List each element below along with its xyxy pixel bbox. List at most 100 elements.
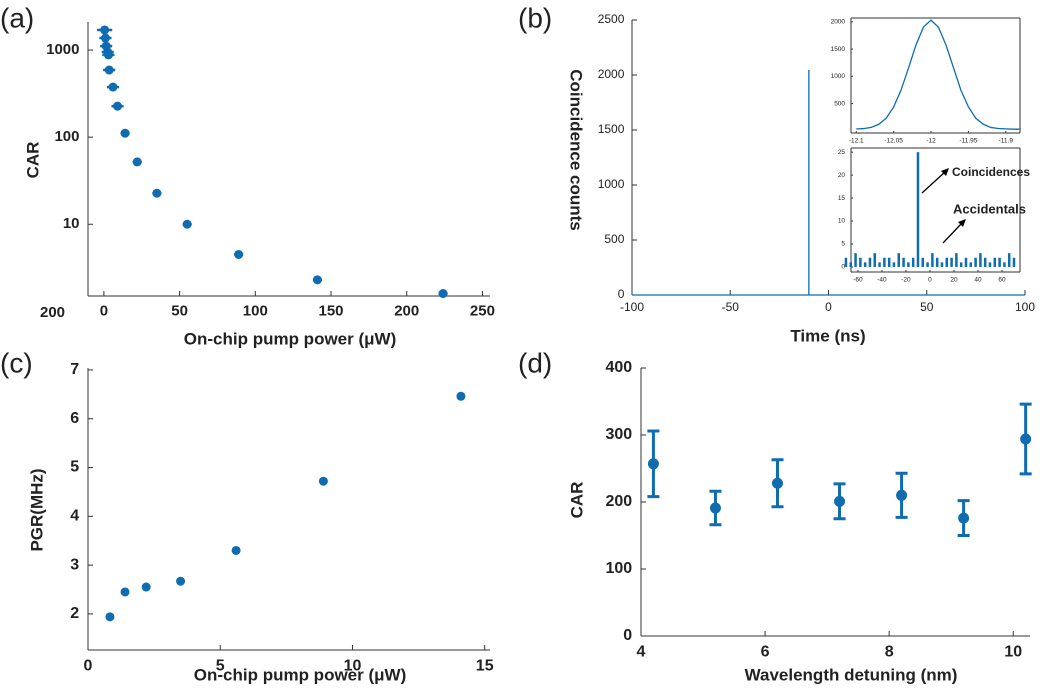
y-tick-label: 5 bbox=[841, 241, 845, 248]
x-tick-label: 6 bbox=[761, 644, 770, 661]
y-axis-label: PGR(MHz) bbox=[27, 468, 46, 551]
x-tick-label: 200 bbox=[394, 302, 419, 319]
x-tick-label: 10 bbox=[344, 658, 362, 675]
x-tick-label: 40 bbox=[974, 277, 982, 284]
y-tick-label: 25 bbox=[838, 149, 846, 156]
y-axis-label: CAR bbox=[567, 482, 586, 519]
point bbox=[100, 33, 110, 43]
point bbox=[709, 502, 721, 514]
point bbox=[120, 587, 130, 597]
x-tick-label: -12.1 bbox=[849, 138, 864, 145]
y-tick-label: 400 bbox=[605, 359, 632, 376]
x-tick-label: 20 bbox=[950, 277, 958, 284]
y-tick-label: 0 bbox=[623, 627, 632, 644]
point bbox=[141, 582, 151, 592]
x-tick-label: 0 bbox=[84, 658, 93, 675]
annotation: Accidentals bbox=[953, 201, 1026, 216]
arrow bbox=[942, 222, 963, 244]
panel-label: (c) bbox=[0, 347, 33, 378]
arrow-head bbox=[958, 219, 966, 227]
x-tick-label: -12 bbox=[926, 138, 936, 145]
point bbox=[182, 219, 192, 229]
point bbox=[231, 545, 241, 555]
point bbox=[108, 82, 118, 92]
y-tick-label: 0 bbox=[618, 287, 625, 301]
annotation: 200 bbox=[40, 304, 65, 321]
x-axis-label: On-chip pump power (μW) bbox=[184, 329, 396, 348]
y-tick-label: 0 bbox=[841, 264, 845, 271]
y-axis-label: CAR bbox=[23, 142, 42, 179]
x-tick-label: -20 bbox=[901, 277, 911, 284]
arrow bbox=[921, 171, 946, 194]
x-tick-label: -50 bbox=[722, 300, 740, 314]
y-tick-label: 500 bbox=[604, 232, 624, 246]
annotation: Coincidences bbox=[952, 165, 1030, 179]
point bbox=[113, 101, 123, 111]
y-tick-label: 10 bbox=[63, 215, 80, 232]
point bbox=[132, 157, 142, 167]
y-tick-label: 2500 bbox=[598, 12, 625, 26]
y-tick-label: 15 bbox=[838, 195, 846, 202]
line bbox=[856, 19, 1021, 130]
x-tick-label: 8 bbox=[885, 644, 894, 661]
point bbox=[103, 50, 113, 60]
point bbox=[318, 476, 328, 486]
y-tick-label: 4 bbox=[70, 508, 79, 525]
x-tick-label: -60 bbox=[853, 277, 863, 284]
y-tick-label: 2 bbox=[70, 605, 79, 622]
point bbox=[105, 612, 115, 622]
x-tick-label: 150 bbox=[319, 302, 344, 319]
y-tick-label: 20 bbox=[838, 172, 846, 179]
point bbox=[771, 477, 783, 489]
y-tick-label: 6 bbox=[70, 410, 79, 427]
y-tick-label: 1000 bbox=[831, 73, 846, 80]
y-tick-label: 3 bbox=[70, 556, 79, 573]
x-axis-label: Wavelength detuning (nm) bbox=[745, 665, 958, 684]
y-tick-label: 500 bbox=[834, 100, 845, 107]
point bbox=[234, 249, 244, 259]
x-tick-label: 100 bbox=[1015, 300, 1035, 314]
x-tick-label: 100 bbox=[243, 302, 268, 319]
y-tick-label: 1000 bbox=[598, 177, 625, 191]
y-tick-label: 1000 bbox=[46, 41, 79, 58]
y-tick-label: 7 bbox=[70, 361, 79, 378]
x-axis-label: On-chip pump power (μW) bbox=[194, 665, 406, 684]
panel-label: (a) bbox=[0, 2, 34, 33]
x-tick-label: -12.05 bbox=[884, 138, 903, 145]
x-tick-label: 15 bbox=[476, 658, 494, 675]
y-tick-label: 300 bbox=[605, 426, 632, 443]
point bbox=[1020, 433, 1032, 445]
y-tick-label: 2000 bbox=[598, 67, 625, 81]
x-tick-label: 60 bbox=[998, 277, 1006, 284]
point bbox=[958, 512, 970, 524]
point bbox=[647, 458, 659, 470]
point bbox=[896, 489, 908, 501]
y-tick-label: 200 bbox=[605, 493, 632, 510]
x-tick-label: 5 bbox=[216, 658, 225, 675]
x-tick-label: -11.9 bbox=[999, 138, 1014, 145]
x-tick-label: 10 bbox=[1004, 644, 1022, 661]
x-tick-label: 0 bbox=[928, 277, 932, 284]
panel-label: (d) bbox=[518, 347, 552, 378]
panel-label: (b) bbox=[518, 2, 552, 33]
x-tick-label: 4 bbox=[637, 644, 646, 661]
x-tick-label: -11.95 bbox=[959, 138, 977, 145]
y-tick-label: 100 bbox=[54, 128, 79, 145]
point bbox=[120, 128, 130, 138]
x-tick-label: -40 bbox=[877, 277, 887, 284]
arrow-head bbox=[941, 168, 949, 176]
point bbox=[834, 495, 846, 507]
y-axis-label: Coincidence counts bbox=[567, 69, 586, 231]
y-tick-label: 1500 bbox=[598, 122, 625, 136]
line bbox=[632, 70, 1025, 296]
point bbox=[152, 188, 162, 198]
point bbox=[100, 25, 110, 35]
x-tick-label: 250 bbox=[470, 302, 495, 319]
x-tick-label: 0 bbox=[100, 302, 108, 319]
x-tick-label: 50 bbox=[920, 300, 934, 314]
x-tick-label: 50 bbox=[171, 302, 188, 319]
point bbox=[176, 576, 186, 586]
x-axis-label: Time (ns) bbox=[790, 326, 865, 345]
y-tick-label: 100 bbox=[605, 560, 632, 577]
